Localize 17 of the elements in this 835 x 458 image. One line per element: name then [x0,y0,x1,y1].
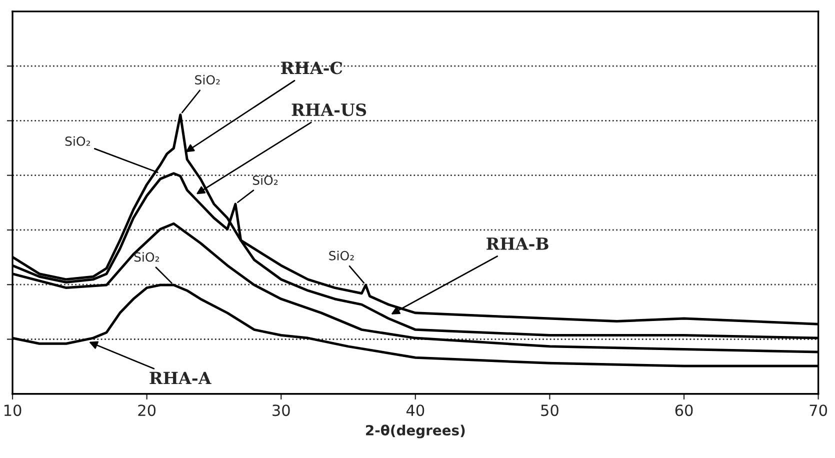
annotation: RHA-US [292,103,366,116]
annotation: RHA-A [150,372,212,384]
x-tick-label: 20 [138,404,156,416]
annotation: RHA-C [281,62,342,74]
annotation: SiO₂ [195,74,220,85]
x-tick-label: 60 [675,404,693,416]
annotation: SiO₂ [65,136,90,146]
annotation: RHA-B [486,238,548,250]
annotation: SiO₂ [252,175,278,185]
x-tick-label: 70 [810,404,828,416]
annotation: SiO₂ [134,252,159,262]
x-tick-label: 30 [272,404,290,416]
x-tick-label: 10 [4,404,22,416]
x-tick-label: 50 [541,404,558,416]
x-axis-title: 2-θ(degrees) [366,424,465,438]
x-tick-label: 40 [406,404,424,416]
annotation: SiO₂ [329,250,354,260]
